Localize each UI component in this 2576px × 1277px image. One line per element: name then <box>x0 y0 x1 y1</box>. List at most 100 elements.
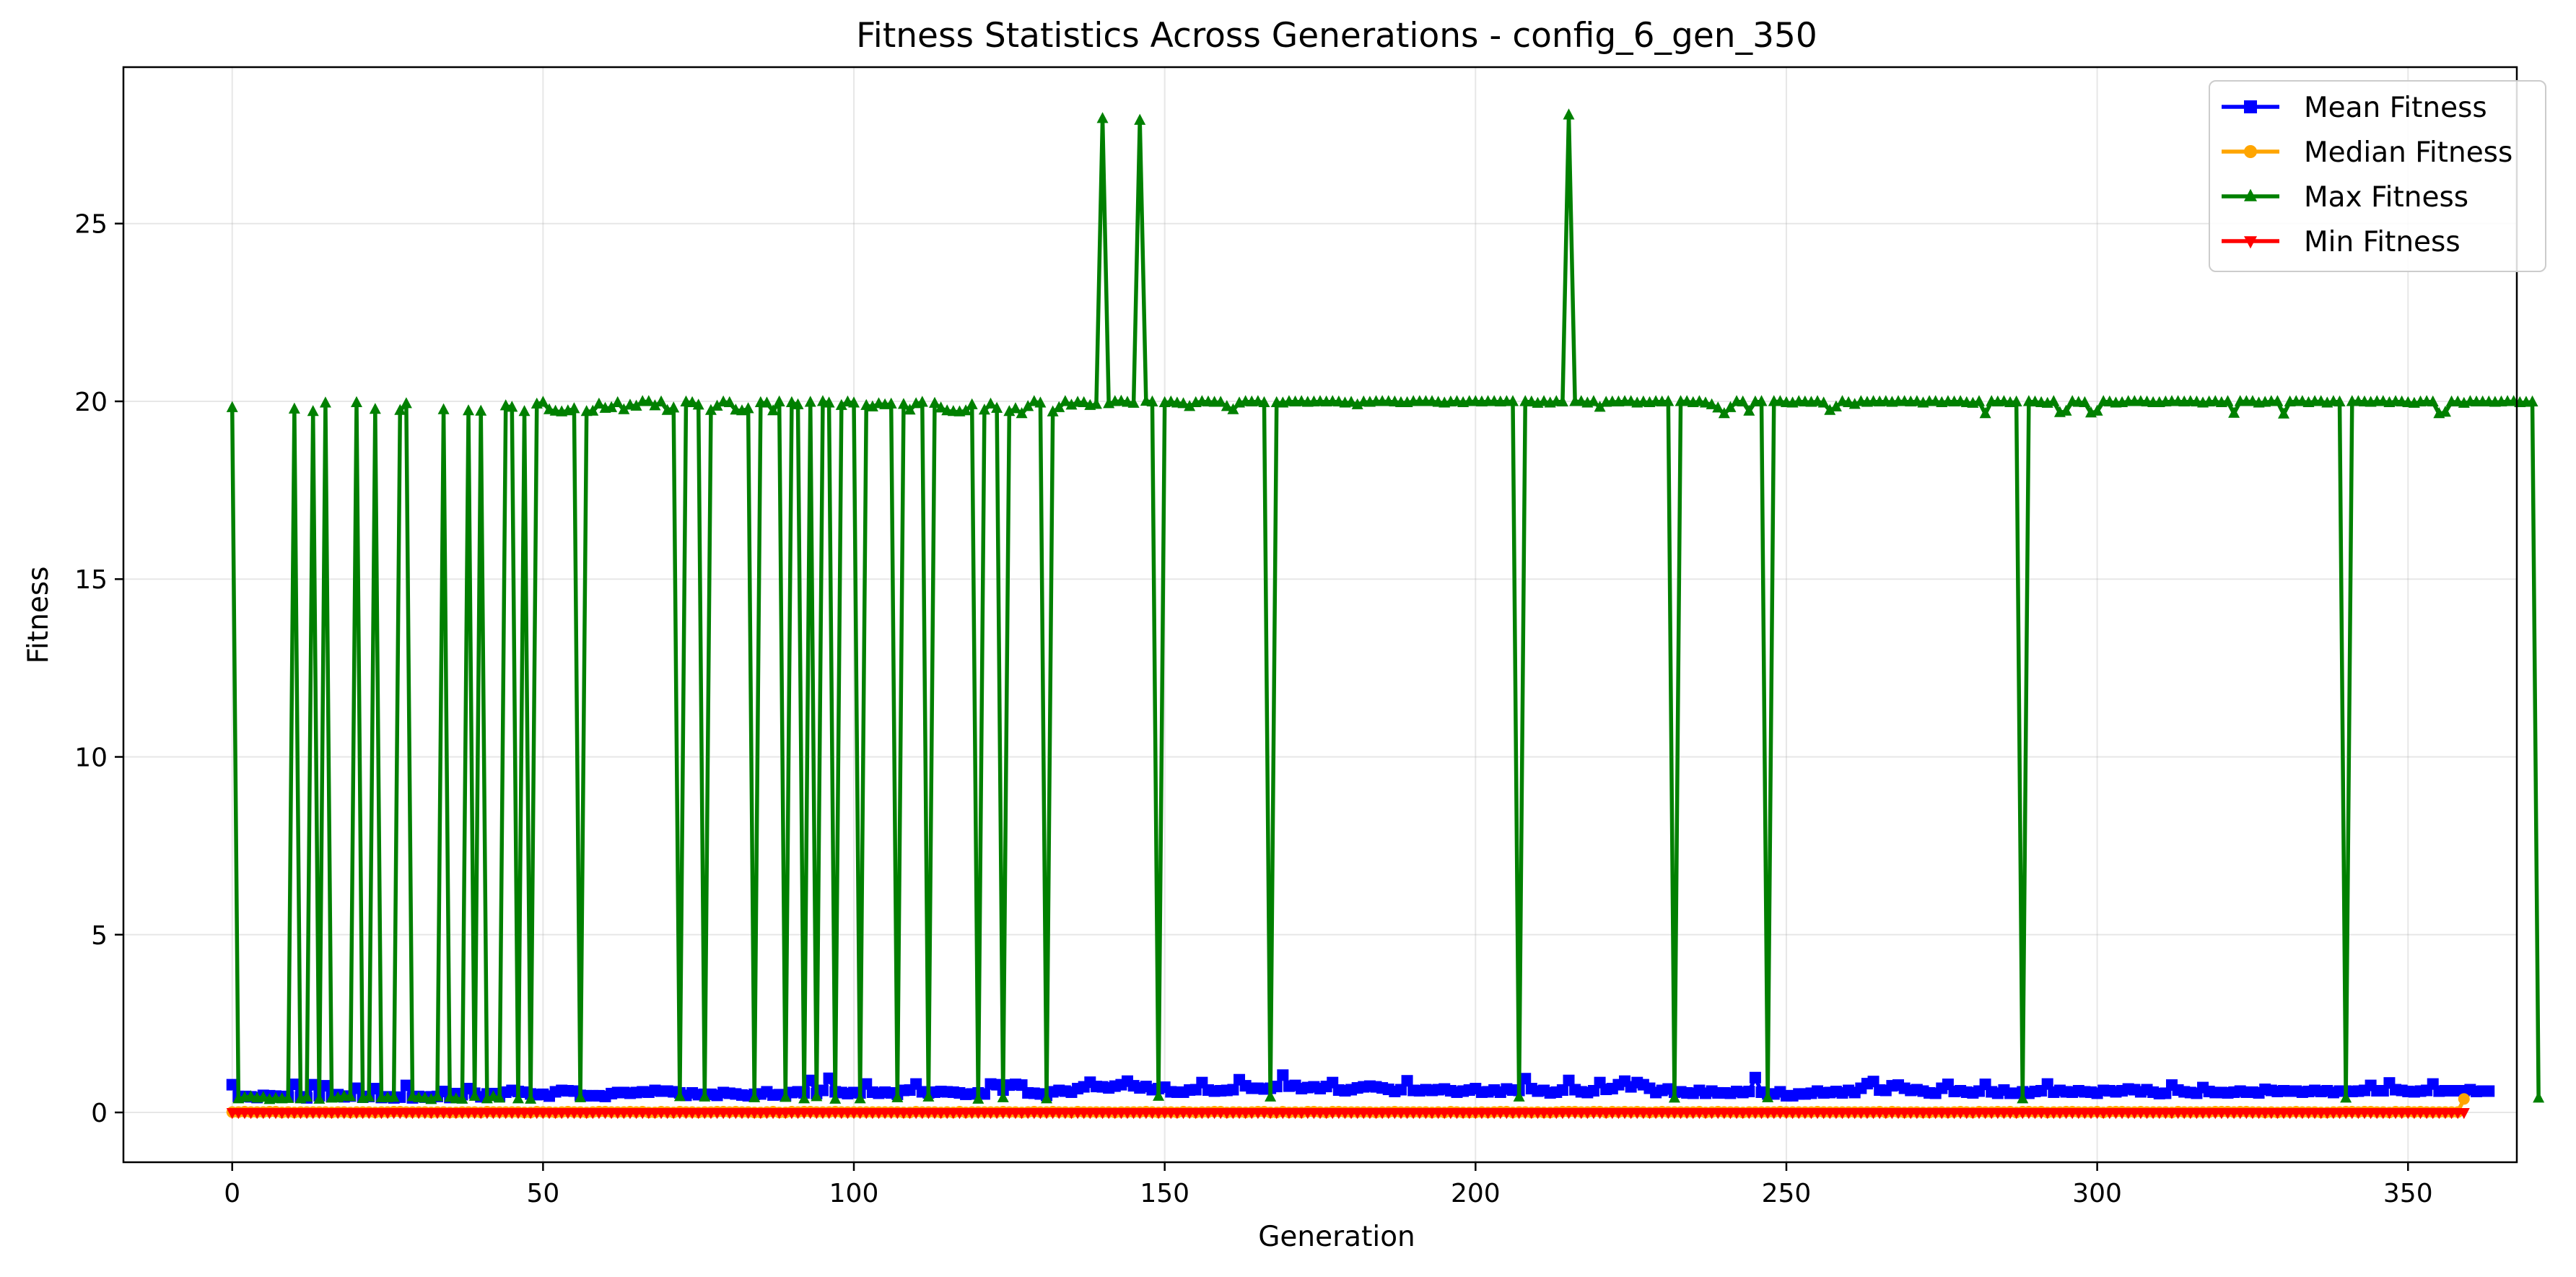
data-point-max <box>960 404 972 416</box>
data-point-max <box>2228 406 2240 418</box>
data-point-max <box>649 399 661 411</box>
data-point-max <box>1047 405 1059 417</box>
data-point-max <box>991 401 1003 413</box>
data-point-max <box>1563 108 1575 120</box>
data-point-max <box>1848 398 1861 409</box>
legend-marker-mean <box>2244 100 2257 113</box>
x-axis-label: Generation <box>1258 1221 1415 1253</box>
data-point-max <box>2010 395 2022 406</box>
data-point-max <box>518 405 531 417</box>
data-point-max <box>1078 396 1090 407</box>
data-point-max <box>2439 406 2451 417</box>
data-point-max <box>723 396 735 407</box>
data-point-max <box>2048 395 2060 406</box>
data-point-max <box>854 1092 866 1104</box>
data-point-max <box>1258 396 1270 407</box>
data-point-mean <box>307 1078 319 1091</box>
data-point-max <box>1034 396 1047 408</box>
data-point-max <box>1587 395 1599 406</box>
data-point-mean <box>2483 1085 2495 1097</box>
data-point-max <box>866 400 878 411</box>
data-point-max <box>587 404 599 416</box>
legend-label-max: Max Fitness <box>2304 181 2468 214</box>
data-point-max <box>400 397 412 409</box>
data-point-max <box>804 396 816 407</box>
data-point-max <box>792 398 804 409</box>
data-point-max <box>1003 405 1016 417</box>
data-point-max <box>1096 112 1109 123</box>
data-point-max <box>761 396 773 408</box>
legend: Mean Fitness Median Fitness Max Fitness … <box>2209 80 2546 272</box>
data-point-max <box>686 396 699 407</box>
data-point-max <box>1668 1091 1680 1103</box>
legend-box <box>2209 80 2546 272</box>
data-point-mean <box>1270 1081 1283 1093</box>
data-point-max <box>394 404 406 415</box>
data-point-max <box>1265 1090 1277 1102</box>
data-point-max <box>388 1091 400 1102</box>
legend-marker-max <box>2244 188 2257 201</box>
data-point-max <box>611 396 624 407</box>
data-point-max <box>711 399 723 411</box>
data-point-max <box>1041 1092 1053 1104</box>
data-point-max <box>1755 395 1768 406</box>
data-point-max <box>475 404 487 416</box>
data-point-max <box>1009 402 1021 414</box>
data-point-max <box>835 398 847 410</box>
data-point-max <box>618 403 630 414</box>
data-point-max <box>1513 1090 1525 1102</box>
data-point-max <box>1724 401 1737 412</box>
data-point-max <box>668 401 680 413</box>
data-point-max <box>1215 396 1227 407</box>
data-point-max <box>904 404 916 415</box>
data-point-mean <box>1519 1073 1532 1085</box>
y-tick-label: 25 <box>74 210 108 240</box>
data-point-max <box>1153 1089 1165 1101</box>
data-point-max <box>1146 395 1158 406</box>
data-point-mean <box>1394 1084 1407 1096</box>
data-point-max <box>344 1090 357 1102</box>
data-point-max <box>885 397 897 409</box>
y-tick-label: 10 <box>74 744 108 773</box>
data-point-max <box>785 396 798 407</box>
data-point-max <box>848 396 860 408</box>
data-point-max <box>1022 400 1034 411</box>
x-tick-label: 350 <box>2383 1179 2433 1208</box>
data-point-max <box>972 1092 984 1104</box>
data-point-max <box>463 404 475 416</box>
x-axis-ticks: 0 50 100 150 200 250 300 350 <box>224 1162 2433 1208</box>
x-tick-label: 100 <box>829 1179 879 1208</box>
data-point-max <box>1817 396 1830 408</box>
x-tick-label: 300 <box>2072 1179 2122 1208</box>
legend-markers <box>2222 100 2279 249</box>
data-point-max <box>2526 395 2538 406</box>
data-point-max <box>1712 401 1724 413</box>
data-point-mean <box>226 1078 238 1091</box>
data-point-max <box>1762 1091 1774 1102</box>
data-point-max <box>922 1090 935 1102</box>
data-point-mean <box>288 1078 300 1091</box>
data-point-max <box>437 403 450 414</box>
data-point-max <box>2427 395 2439 406</box>
data-point-max <box>2333 395 2346 406</box>
data-point-max <box>642 395 655 406</box>
data-point-max <box>984 397 997 409</box>
data-point-max <box>2278 407 2290 419</box>
data-point-max <box>767 404 780 416</box>
data-point-max <box>935 401 947 413</box>
data-point-max <box>630 399 642 411</box>
data-point-max <box>307 405 319 417</box>
data-point-mean <box>1556 1084 1568 1097</box>
data-point-max <box>1979 407 1991 419</box>
data-point-max <box>1706 398 1718 409</box>
y-axis-ticks: 0 5 10 15 20 25 <box>74 210 123 1128</box>
data-point-max <box>288 402 300 414</box>
data-point-max <box>1016 407 1028 419</box>
y-tick-label: 0 <box>91 1099 108 1128</box>
data-point-max <box>2340 1091 2352 1103</box>
data-point-max <box>2017 1092 2029 1104</box>
legend-label-mean: Mean Fitness <box>2304 92 2487 124</box>
legend-label-median: Median Fitness <box>2304 136 2512 169</box>
